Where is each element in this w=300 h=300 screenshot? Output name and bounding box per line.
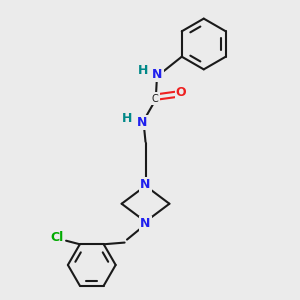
Text: H: H bbox=[138, 64, 148, 77]
Text: N: N bbox=[140, 217, 151, 230]
Text: O: O bbox=[176, 86, 186, 99]
Text: N: N bbox=[152, 68, 163, 81]
Text: C: C bbox=[152, 94, 159, 103]
Text: N: N bbox=[136, 116, 147, 129]
Text: H: H bbox=[122, 112, 132, 125]
Text: Cl: Cl bbox=[50, 231, 64, 244]
Text: N: N bbox=[140, 178, 151, 191]
